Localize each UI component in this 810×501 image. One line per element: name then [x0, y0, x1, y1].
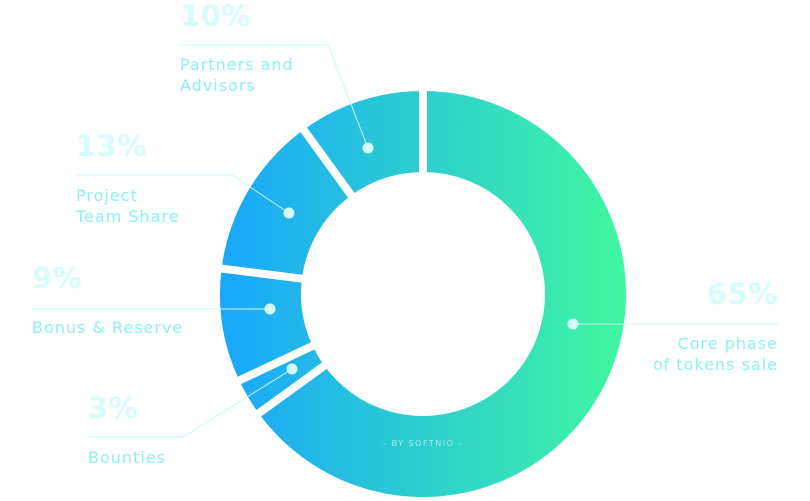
donut-slice-partners-and-advisors: [306, 91, 420, 194]
leader-line-team: [76, 174, 290, 214]
leader-line-partners: [180, 44, 369, 149]
marker-dot-team: [283, 207, 295, 219]
percent-partners: 10%: [180, 0, 251, 33]
label-team: Project Team Share: [76, 185, 180, 227]
marker-dot-bonus: [264, 303, 276, 315]
label-line: Core phase: [677, 334, 778, 353]
label-partners: Partners and Advisors: [180, 54, 294, 96]
donut-slice-bonus-reserve: [220, 272, 311, 377]
marker-dot-partners: [362, 142, 374, 154]
percent-bonus: 9%: [32, 261, 83, 295]
credit-text: - BY SOFTNIO -: [383, 439, 463, 448]
label-line: Team Share: [76, 207, 180, 226]
leader-lines: [32, 44, 778, 438]
percent-bounties: 3%: [88, 391, 139, 425]
label-bonus: Bonus & Reserve: [32, 318, 184, 337]
donut-slice-project-team-share: [222, 132, 349, 275]
percent-team: 13%: [76, 129, 147, 163]
label-line: Partners and: [180, 55, 294, 74]
label-line: Advisors: [180, 76, 256, 95]
label-line: Project: [76, 186, 138, 205]
marker-dot-core: [567, 318, 579, 330]
donut-slice-core-phase-of-tokens-sale: [261, 91, 627, 497]
label-line: of tokens sale: [652, 355, 778, 374]
leader-line-bounties: [88, 368, 293, 438]
marker-dot-bounties: [286, 363, 298, 375]
label-bounties: Bounties: [88, 448, 166, 467]
donut-slice-bounties: [241, 349, 323, 411]
label-core: Core phase of tokens sale: [653, 333, 778, 375]
percent-core: 65%: [707, 277, 778, 311]
